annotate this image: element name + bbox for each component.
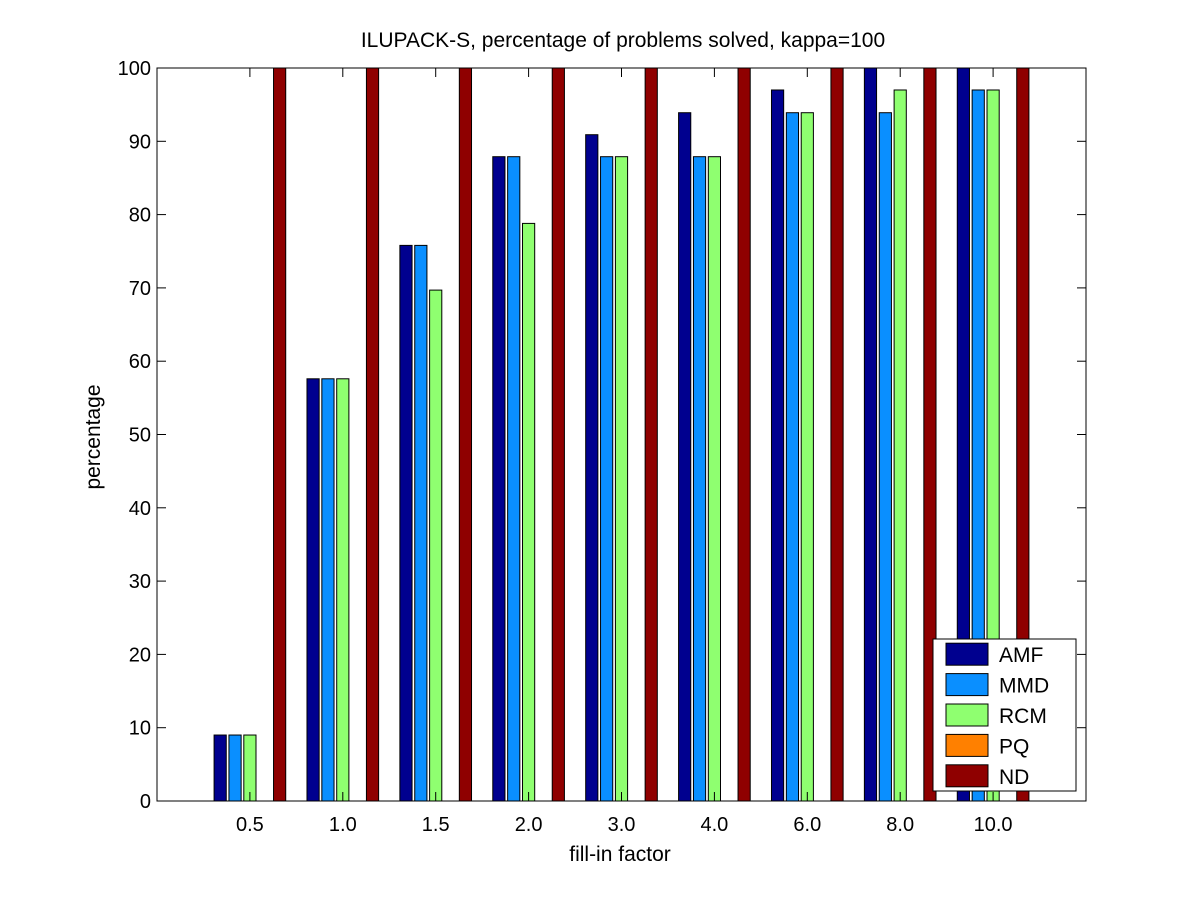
bar-rcm-1.5 [429, 289, 443, 802]
y-tick-label: 70 [129, 278, 151, 300]
chart-title: ILUPACK-S, percentage of problems solved… [361, 29, 885, 52]
x-tick-label: 4.0 [700, 814, 728, 836]
bar-mmd-0.5 [228, 734, 242, 802]
y-axis-label: percentage [82, 384, 105, 489]
bar-rcm-6.0 [800, 112, 814, 802]
bar-mmd-8.0 [878, 112, 892, 802]
x-tick-label: 8.0 [886, 814, 914, 836]
bar-nd-4.0 [737, 67, 751, 802]
bar-rcm-0.5 [243, 734, 257, 802]
bar-rcm-4.0 [707, 156, 721, 802]
legend-label-amf: AMF [999, 644, 1043, 667]
bar-mmd-4.0 [692, 156, 707, 802]
bar-amf-3.0 [585, 134, 599, 802]
bar-amf-0.5 [213, 734, 227, 802]
bar-amf-1.0 [306, 378, 320, 802]
legend-swatch-mmd [945, 673, 989, 697]
bar-nd-6.0 [830, 67, 844, 802]
legend-label-rcm: RCM [999, 705, 1047, 728]
bars-group [213, 67, 1030, 802]
bar-nd-0.5 [273, 67, 287, 802]
x-tick-label: 1.5 [422, 814, 450, 836]
y-tick-label: 80 [129, 205, 151, 227]
y-tick-label: 50 [129, 425, 151, 447]
y-tick-label: 60 [129, 351, 151, 373]
bar-mmd-2.0 [507, 156, 521, 802]
x-tick-label: 10.0 [974, 814, 1013, 836]
bar-mmd-3.0 [600, 156, 614, 802]
x-tick-label: 2.0 [515, 814, 543, 836]
bar-rcm-8.0 [893, 89, 907, 802]
bar-amf-8.0 [863, 67, 878, 802]
bar-nd-3.0 [644, 67, 658, 802]
legend-label-nd: ND [999, 766, 1029, 789]
bar-mmd-1.5 [414, 244, 428, 802]
y-tick-label: 90 [129, 131, 151, 153]
bar-amf-6.0 [770, 89, 785, 802]
y-tick-label: 40 [129, 498, 151, 520]
bar-rcm-1.0 [336, 378, 350, 802]
y-tick-label: 30 [129, 571, 151, 593]
y-tick-label: 10 [129, 718, 151, 740]
legend-swatch-amf [945, 642, 989, 666]
x-tick-label: 6.0 [793, 814, 821, 836]
legend: AMF MMD RCM PQ ND [932, 638, 1077, 792]
x-tick-label: 0.5 [236, 814, 264, 836]
bar-amf-2.0 [492, 156, 506, 802]
legend-label-pq: PQ [999, 735, 1029, 758]
bar-nd-2.0 [551, 67, 565, 802]
bar-rcm-3.0 [614, 156, 629, 802]
x-axis-label: fill-in factor [569, 843, 671, 866]
y-tick-label: 100 [118, 58, 151, 80]
x-tick-label: 1.0 [329, 814, 357, 836]
axis-ticks: 0 10 20 30 40 50 60 70 80 90 100 0.5 1.0 1.5 2.0 3.0 4.0… [118, 58, 1086, 836]
bar-nd-1.5 [458, 67, 473, 802]
legend-swatch-pq [945, 733, 989, 757]
y-tick-label: 0 [140, 791, 151, 813]
bar-nd-1.0 [365, 67, 380, 802]
bar-amf-4.0 [678, 112, 692, 802]
bar-mmd-1.0 [321, 378, 335, 802]
legend-swatch-nd [945, 764, 989, 788]
x-tick-label: 3.0 [608, 814, 636, 836]
bar-rcm-2.0 [522, 222, 536, 802]
bar-amf-1.5 [399, 244, 413, 802]
legend-swatch-rcm [945, 703, 989, 727]
bar-mmd-6.0 [785, 112, 800, 802]
y-tick-label: 20 [129, 644, 151, 666]
legend-label-mmd: MMD [999, 675, 1049, 698]
